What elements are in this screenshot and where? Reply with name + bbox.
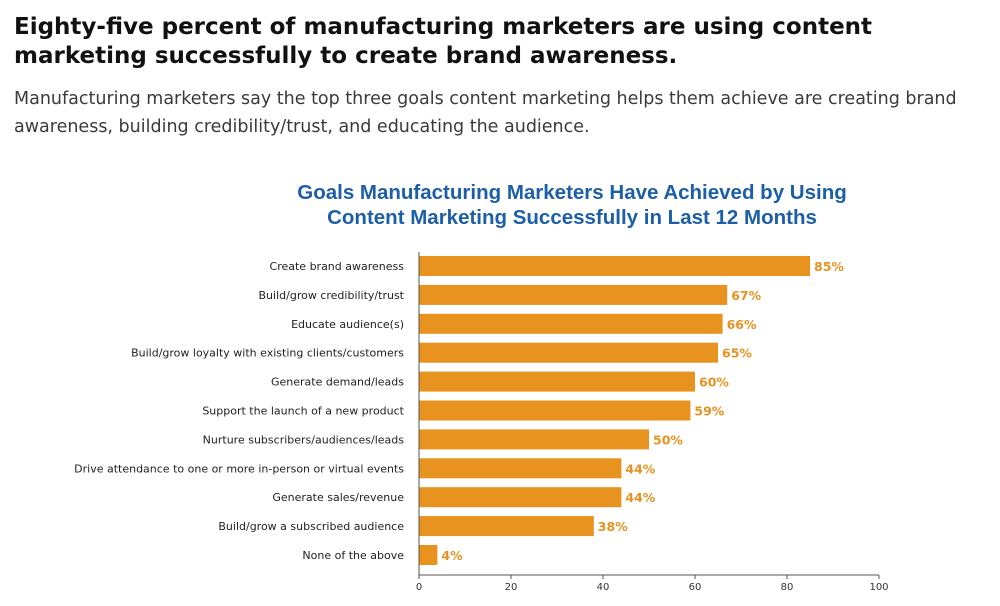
bar-1	[419, 256, 810, 276]
category-label-5: Generate demand/leads	[271, 376, 404, 389]
category-label-3: Educate audience(s)	[291, 318, 404, 331]
value-label-1: 85%	[814, 259, 844, 274]
category-label-9: Generate sales/revenue	[272, 491, 404, 504]
value-label-10: 38%	[598, 519, 628, 534]
page-headline: Eighty-five percent of manufacturing mar…	[14, 14, 873, 69]
x-tick-label-60: 60	[689, 582, 702, 593]
chart-title-line-1: Goals Manufacturing Marketers Have Achie…	[297, 181, 847, 204]
value-label-8: 44%	[625, 461, 655, 476]
bar-6	[419, 400, 691, 421]
x-tick-label-0: 0	[416, 582, 422, 593]
value-label-6: 59%	[694, 404, 724, 419]
category-label-4: Build/grow loyalty with existing clients…	[131, 347, 404, 360]
value-label-7: 50%	[653, 432, 683, 447]
bar-10	[419, 516, 594, 537]
x-tick-label-40: 40	[597, 582, 610, 593]
category-label-1: Create brand awareness	[270, 260, 405, 273]
chart-title-line-2: Content Marketing Successfully in Last 1…	[327, 206, 817, 229]
bar-2	[419, 284, 728, 305]
bar-11	[419, 545, 438, 565]
category-label-2: Build/grow credibility/trust	[259, 289, 405, 302]
bar-4	[419, 342, 718, 363]
category-label-6: Support the launch of a new product	[202, 405, 404, 418]
bar-5	[419, 371, 695, 392]
bar-3	[419, 313, 723, 334]
bar-7	[419, 429, 649, 450]
x-tick-label-20: 20	[505, 582, 518, 593]
bar-9	[419, 487, 622, 508]
category-label-10: Build/grow a subscribed audience	[218, 520, 404, 533]
value-label-11: 4%	[441, 548, 463, 563]
category-label-11: None of the above	[302, 549, 404, 562]
bar-8	[419, 458, 622, 479]
page-subheading: Manufacturing marketers say the top thre…	[14, 89, 957, 137]
x-tick-label-80: 80	[781, 582, 794, 593]
category-label-8: Drive attendance to one or more in-perso…	[74, 462, 404, 475]
value-label-2: 67%	[731, 288, 761, 303]
value-label-9: 44%	[625, 490, 655, 505]
x-tick-label-100: 100	[869, 582, 888, 593]
value-label-4: 65%	[722, 346, 752, 361]
value-label-5: 60%	[699, 375, 729, 390]
category-label-7: Nurture subscribers/audiences/leads	[203, 433, 405, 446]
value-label-3: 66%	[727, 317, 757, 332]
